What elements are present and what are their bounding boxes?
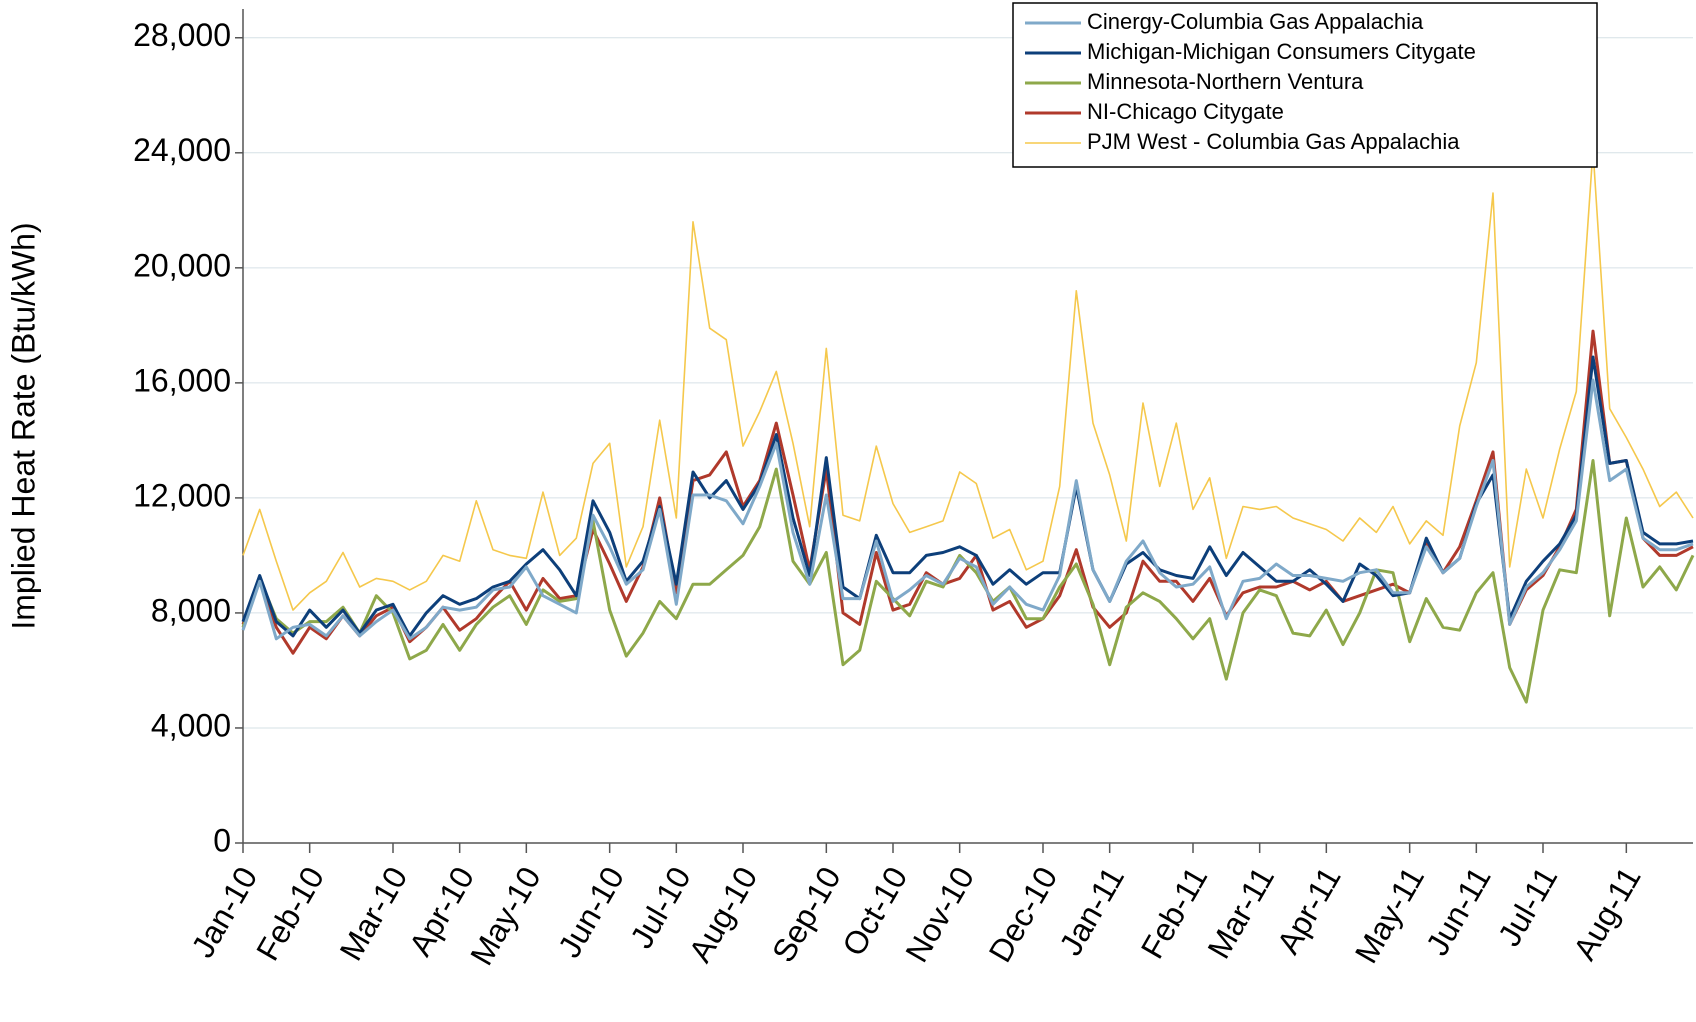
y-tick-label: 24,000 (133, 132, 231, 168)
x-tick-label: Aug-11 (1566, 861, 1648, 966)
series-line (241, 329, 1694, 655)
legend-label: Cinergy-Columbia Gas Appalachia (1087, 9, 1424, 34)
legend-box (1012, 2, 1598, 168)
y-tick-label: 8,000 (151, 592, 231, 628)
x-tick-label: Jan-11 (1052, 861, 1131, 962)
y-tick-label: 0 (213, 822, 231, 858)
x-tick-label: Jun-11 (1419, 861, 1498, 962)
series-line (242, 149, 1694, 611)
y-tick-label: 16,000 (133, 362, 231, 398)
legend-label: Minnesota-Northern Ventura (1087, 69, 1364, 94)
x-tick-label: Sep-10 (765, 861, 848, 968)
y-tick-label: 12,000 (133, 477, 231, 513)
y-tick-label: 20,000 (133, 247, 231, 283)
y-tick-label: 28,000 (133, 17, 231, 53)
legend: Cinergy-Columbia Gas Appalachia Michigan-… (1012, 2, 1598, 168)
legend-label: PJM West - Columbia Gas Appalachia (1087, 129, 1460, 154)
x-tick-label: Jul-11 (1491, 861, 1565, 952)
x-tick-label: Dec-10 (982, 861, 1065, 968)
x-tick-label: Apr-11 (1270, 861, 1348, 960)
series-line (241, 378, 1694, 641)
legend-label: Michigan-Michigan Consumers Citygate (1087, 39, 1476, 64)
x-tick-label: Jun-10 (551, 861, 631, 964)
y-axis-title: Implied Heat Rate (Btu/kWh) (5, 222, 41, 629)
legend-label: NI-Chicago Citygate (1087, 99, 1284, 124)
series-line (241, 459, 1695, 704)
x-tick-label: Feb-11 (1134, 861, 1215, 965)
x-tick-label: Mar-11 (1200, 861, 1281, 965)
x-tick-label: May-11 (1348, 861, 1431, 969)
x-tick-label: Mar-10 (333, 861, 415, 967)
y-tick-label: 4,000 (151, 707, 231, 743)
x-tick-label: Feb-10 (249, 861, 331, 967)
